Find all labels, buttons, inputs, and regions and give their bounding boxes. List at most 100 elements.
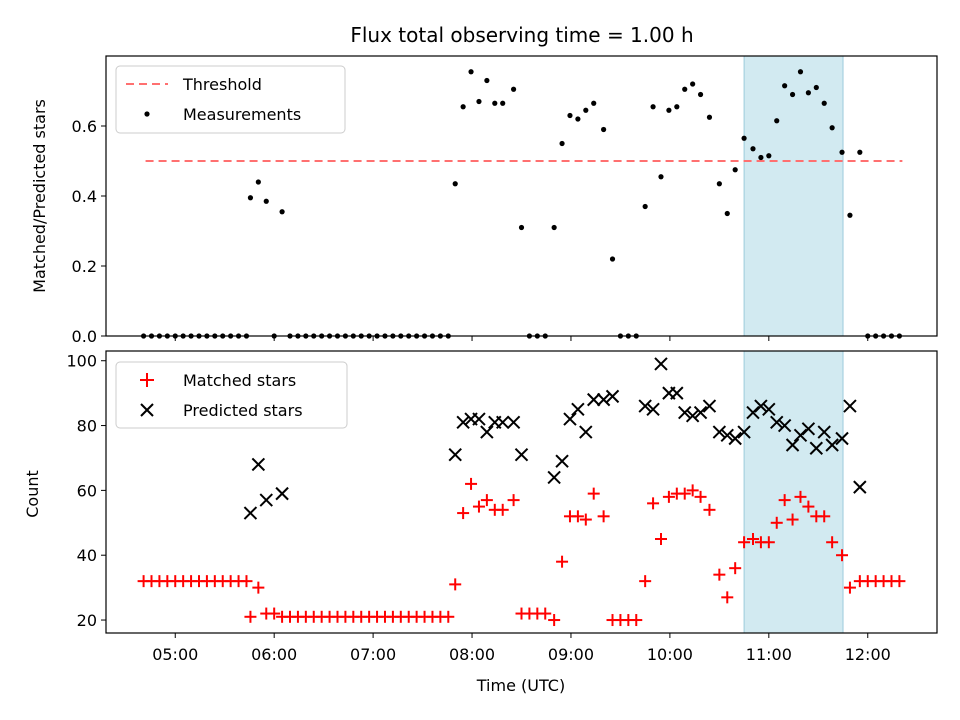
ratio-legend: Threshold Measurements [115, 65, 346, 134]
matched-stars-point [818, 510, 831, 523]
matched-stars-point [507, 494, 520, 507]
x-tick-label: 11:00 [746, 645, 792, 664]
matched-stars-point [713, 568, 726, 581]
predicted-stars-point [555, 454, 569, 468]
matched-stars-point [893, 575, 906, 588]
measurements-point [813, 84, 819, 91]
predicted-stars-point [685, 409, 700, 423]
matched-stars-point [662, 490, 675, 503]
measurements-point [658, 174, 664, 180]
measurements-point [460, 104, 466, 110]
legend-threshold-label: Threshold [182, 75, 262, 94]
measurements-point [500, 100, 506, 106]
predicted-stars-point [448, 448, 462, 462]
measurements-point [279, 209, 285, 215]
matched-stars-point [762, 536, 775, 549]
matched-stars-point [794, 490, 807, 503]
matched-stars-point [480, 494, 493, 507]
matched-stars-point [244, 610, 257, 623]
observing-window-span [743, 350, 844, 634]
predicted-stars-point [678, 405, 692, 420]
y-tick-label: 0.2 [72, 257, 97, 276]
matched-stars-point [472, 500, 485, 513]
y-tick-label: 0.6 [72, 117, 97, 136]
matched-stars-point [268, 607, 281, 620]
legend-measurements-swatch [144, 111, 150, 117]
measurements-point [650, 104, 656, 110]
x-tick-label: 09:00 [548, 645, 594, 664]
predicted-stars-point [596, 392, 611, 407]
measurements-point [559, 140, 565, 147]
predicted-stars-point [259, 493, 273, 507]
predicted-stars-point [670, 386, 684, 400]
matched-stars-point [630, 614, 643, 627]
measurements-point [839, 149, 845, 155]
predicted-stars-point [571, 402, 585, 417]
measurements-point [666, 107, 672, 113]
measurements-point [774, 118, 780, 124]
y-tick-label: 0.0 [72, 327, 97, 346]
matched-stars-point [647, 497, 660, 510]
predicted-stars-point [646, 402, 660, 417]
measurements-point [706, 114, 713, 120]
matched-stars-point [843, 581, 856, 594]
predicted-stars-point [506, 415, 521, 430]
matched-stars-point [729, 562, 742, 575]
matched-stars-point [678, 487, 691, 500]
count-axes-frame [105, 350, 938, 634]
measurements-point [821, 100, 827, 106]
measurements-point [583, 107, 589, 113]
matched-stars-point [240, 575, 253, 588]
predicted-stars-point [480, 425, 494, 439]
predicted-stars-point [793, 428, 808, 442]
x-tick-label: 06:00 [251, 645, 297, 664]
measurements-point [690, 81, 696, 87]
measurements-point [797, 69, 804, 75]
measurements-point [452, 181, 458, 187]
matched-stars-point [738, 536, 751, 549]
matched-stars-point [587, 487, 600, 500]
predicted-stars-point [702, 399, 717, 413]
matched-stars-point [252, 581, 265, 594]
matched-stars-point [778, 494, 791, 507]
measurements-point [255, 179, 261, 185]
predicted-stars-point [456, 415, 470, 430]
predicted-stars-point [638, 399, 652, 413]
predicted-stars-point [243, 506, 258, 520]
predicted-stars-point [472, 412, 486, 426]
measurements-point [468, 69, 474, 75]
measurements-point [750, 146, 756, 152]
measurements-point [674, 104, 680, 110]
matched-stars-point [770, 516, 783, 529]
matched-stars-point [457, 507, 470, 520]
predicted-stars-point [770, 415, 784, 430]
predicted-stars-point [514, 448, 529, 462]
y-tick-label: 40 [77, 546, 97, 565]
matched-stars-point [802, 500, 815, 513]
measurements-point [575, 116, 581, 122]
measurements-point [601, 126, 607, 133]
predicted-stars-point [801, 422, 816, 436]
matched-stars-point [579, 513, 592, 526]
measurements-point [758, 154, 764, 161]
matched-stars-point [496, 503, 509, 516]
measurements-point [642, 203, 648, 210]
measurements-point [567, 112, 573, 119]
matched-stars-point [571, 510, 584, 523]
predicted-stars-point [495, 415, 510, 430]
x-tick-label: 12:00 [845, 645, 891, 664]
predicted-stars-point [547, 470, 561, 485]
ratio-y-axis-label: Matched/Predicted stars [30, 99, 49, 293]
predicted-stars-point [817, 425, 831, 439]
measurements-point [782, 83, 788, 89]
predicted-stars-point [777, 418, 792, 433]
measurements-point [857, 149, 863, 155]
x-tick-label: 07:00 [350, 645, 396, 664]
predicted-stars-point [587, 392, 601, 407]
measurements-point [766, 153, 772, 159]
x-tick-label: 08:00 [449, 645, 495, 664]
measurements-point [591, 100, 597, 106]
matched-stars-point [556, 555, 569, 568]
predicted-stars-point [809, 441, 824, 455]
matched-stars-point [746, 533, 759, 545]
